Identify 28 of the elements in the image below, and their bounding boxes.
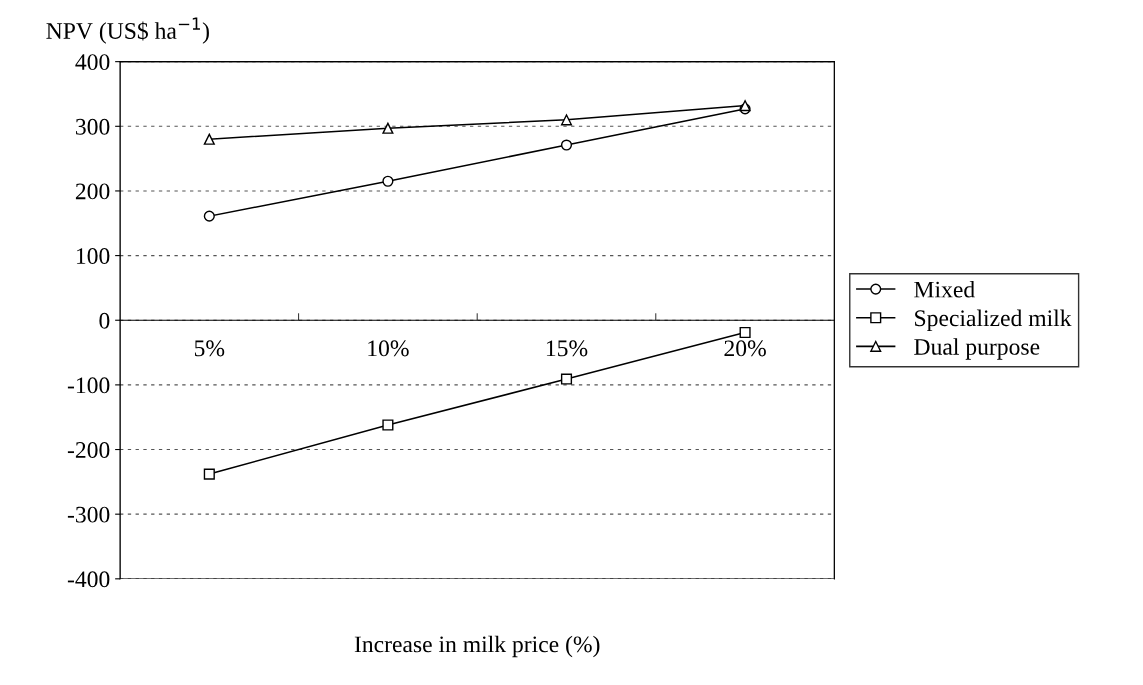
x-tick-label: 5% — [194, 340, 225, 357]
y-tick-label: -300 — [67, 506, 110, 523]
x-tick-label: 15% — [546, 340, 588, 357]
point — [560, 139, 573, 151]
y-axis-title: NPV (US$ ha$^{−1}$) — [46, 17, 209, 44]
legend-label: Dual purpose — [914, 338, 1040, 360]
point — [203, 210, 215, 222]
y-tick-label: 300 — [76, 118, 110, 135]
point — [203, 468, 215, 480]
x-tick-label: 20% — [724, 340, 766, 357]
y-tick-label: -100 — [67, 377, 110, 394]
y-tick-label: 0 — [99, 312, 110, 329]
point — [382, 122, 394, 134]
y-tick-label: -400 — [67, 571, 110, 588]
point — [203, 133, 215, 145]
y-tick-label: 400 — [75, 54, 110, 71]
legend-label: Specialized milk — [915, 309, 1072, 332]
y-tick-label: 100 — [76, 248, 110, 265]
y-tick-label: -200 — [67, 442, 110, 458]
point — [382, 419, 394, 431]
y-tick-label: 200 — [75, 183, 110, 200]
x-tick-label: 10% — [368, 340, 409, 357]
x-axis-title: Increase in milk price (%) — [354, 635, 600, 658]
point — [739, 326, 751, 339]
point — [560, 114, 573, 126]
point — [560, 373, 573, 385]
legend-label: Mixed — [914, 280, 975, 298]
point — [382, 175, 394, 187]
